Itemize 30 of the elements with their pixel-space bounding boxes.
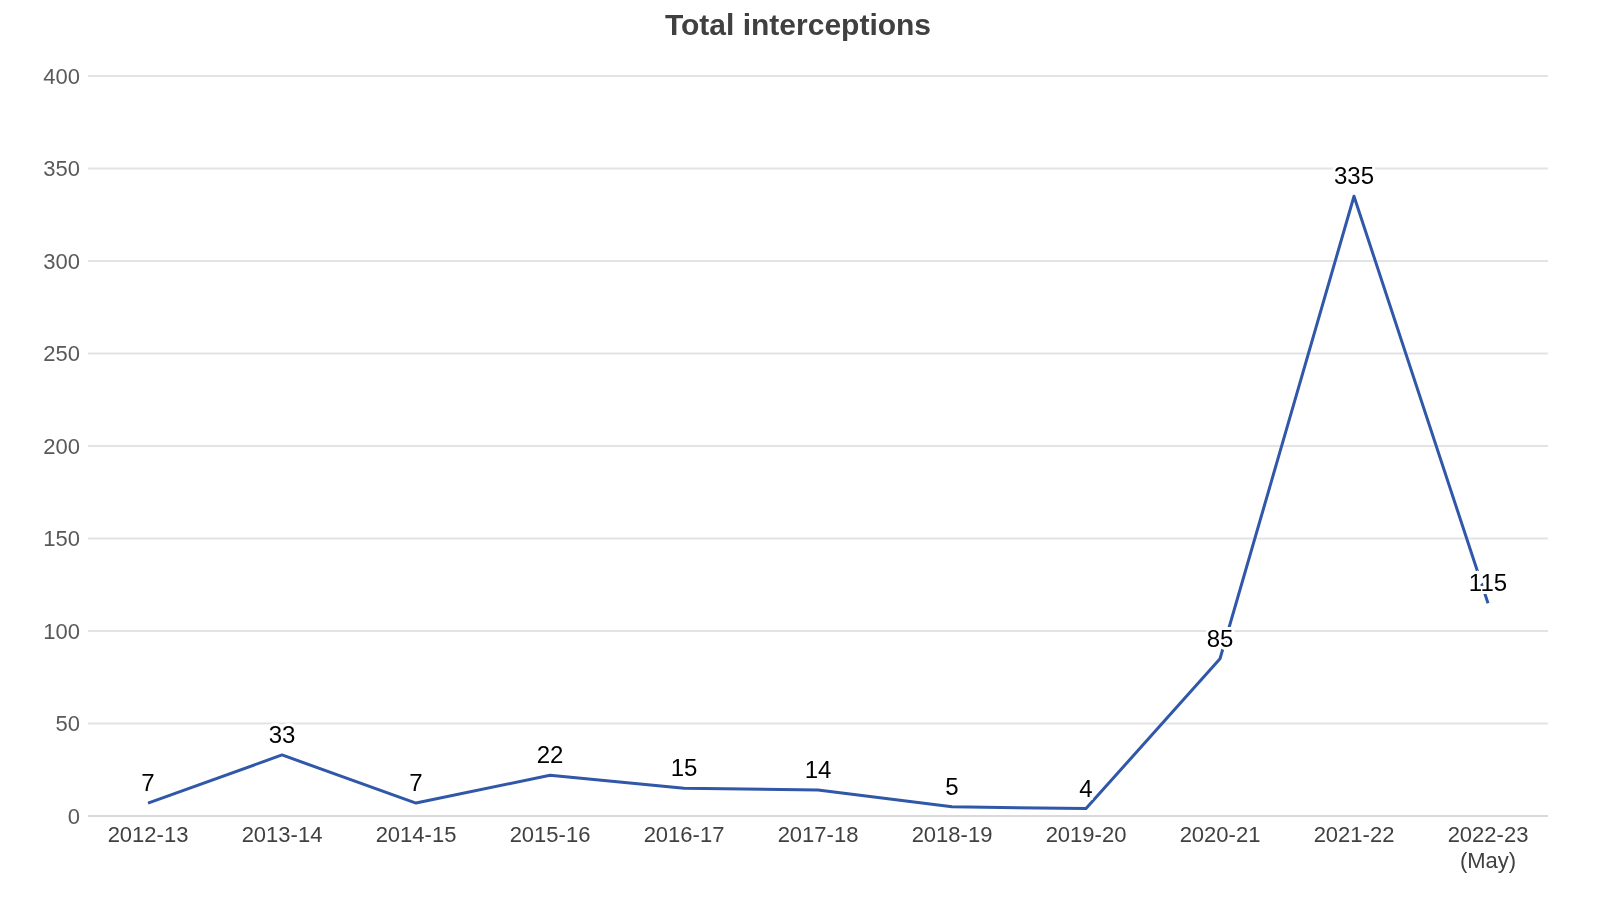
x-tick-label: 2017-18	[777, 822, 859, 847]
x-tick-label: 2018-19	[911, 822, 993, 847]
y-tick-label: 200	[43, 433, 80, 459]
x-tick-label: 2019-20	[1045, 822, 1127, 847]
data-label: 22	[536, 741, 564, 769]
x-tick-label: 2015-16	[509, 822, 591, 847]
x-tick-label: 2016-17	[643, 822, 725, 847]
x-tick-label: 2022-23 (May)	[1447, 822, 1529, 873]
y-tick-label: 350	[43, 156, 80, 182]
y-tick-label: 250	[43, 341, 80, 367]
data-label: 33	[268, 720, 296, 748]
y-tick-label: 150	[43, 526, 80, 552]
data-label: 14	[804, 756, 832, 784]
y-tick-label: 100	[43, 618, 80, 644]
x-tick-label: 2013-14	[241, 822, 323, 847]
data-label: 4	[1079, 774, 1093, 802]
y-tick-label: 0	[67, 803, 80, 829]
x-tick-label: 2012-13	[107, 822, 189, 847]
x-tick-label: 2021-22	[1313, 822, 1395, 847]
chart-title: Total interceptions	[663, 8, 933, 42]
data-label: 335	[1333, 162, 1375, 190]
data-label: 5	[945, 772, 959, 800]
data-label: 15	[670, 754, 698, 782]
x-tick-label: 2014-15	[375, 822, 457, 847]
y-tick-label: 50	[55, 711, 80, 737]
data-label: 7	[409, 769, 423, 797]
y-tick-label: 400	[43, 63, 80, 89]
data-label: 7	[141, 769, 155, 797]
y-tick-label: 300	[43, 248, 80, 274]
x-tick-label: 2020-21	[1179, 822, 1261, 847]
